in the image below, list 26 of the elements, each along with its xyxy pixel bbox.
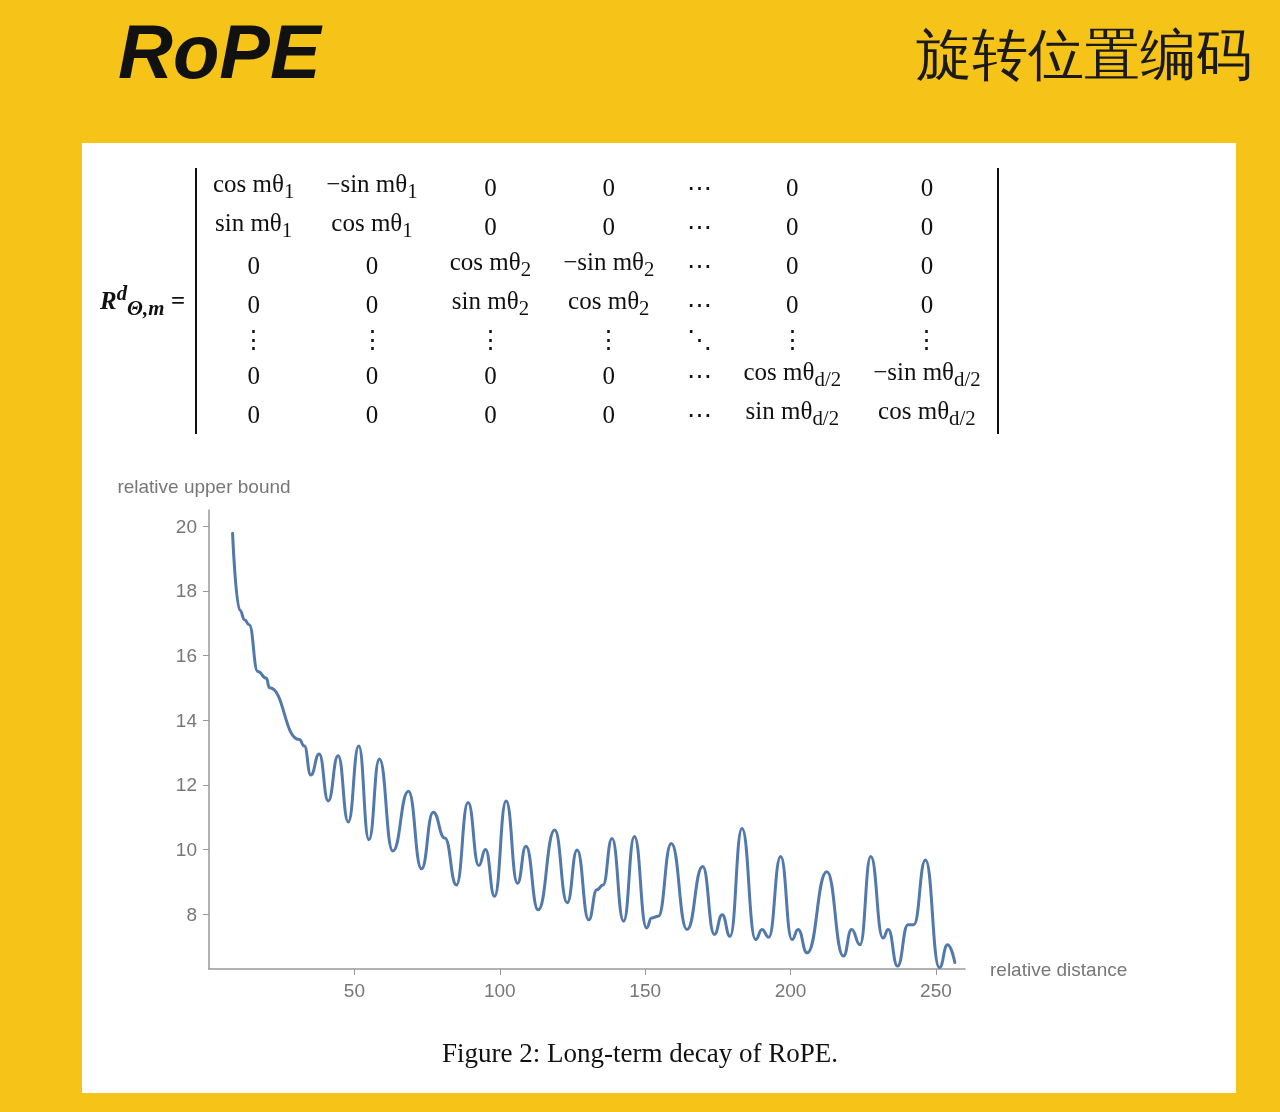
text: cos mθ$_{1}$ −sin mθ$_{1}$ 0 0 ⋯ 0 0: [212, 170, 934, 203]
text: 0 0 0 0 ⋯ sin mθ$_{d/2}$ cos mθ$_{d/2}$: [247, 397, 976, 430]
text: ⋮ ⋮ ⋮ ⋮ ⋱ ⋮ ⋮: [241, 326, 940, 353]
y-tick-label: 10: [175, 838, 197, 860]
text: 0 0 0 0 ⋯ cos mθ$_{d/2}$ −sin mθ$_{d/2}$: [247, 358, 981, 391]
text: 0 0 sin mθ$_{2}$ cos mθ$_{2}$ ⋯ 0 0: [247, 287, 934, 320]
y-tick-label: 16: [175, 644, 197, 666]
y-tick-label: 14: [175, 709, 198, 731]
x-tick-label: 200: [774, 980, 807, 1001]
caption: Figure 2: Long-term decay of RoPE.: [441, 1038, 839, 1069]
x-axis-title: relative distance: [990, 958, 1128, 980]
text: 旋转位置编码: [916, 21, 1252, 89]
y-axis-title: relative upper bound: [117, 476, 291, 497]
chart-title: RoPE: [118, 8, 321, 95]
text: R$^{d}$$_{Θ,m}$ =: [100, 280, 185, 322]
y-tick-label: 20: [175, 515, 197, 537]
y-tick-label: 12: [175, 774, 197, 796]
y-tick-label: 18: [175, 580, 197, 602]
text: 0 0 cos mθ$_{2}$ −sin mθ$_{2}$ ⋯ 0 0: [247, 248, 934, 281]
line-series: [231, 531, 957, 970]
x-tick-label: 250: [920, 980, 952, 1001]
x-tick-label: 50: [343, 980, 365, 1001]
y-tick-label: 8: [186, 903, 197, 925]
x-tick-label: 100: [483, 980, 516, 1001]
text: sin mθ$_{1}$ cos mθ$_{1}$ 0 0 ⋯ 0 0: [214, 209, 934, 242]
x-tick-label: 150: [629, 980, 662, 1001]
